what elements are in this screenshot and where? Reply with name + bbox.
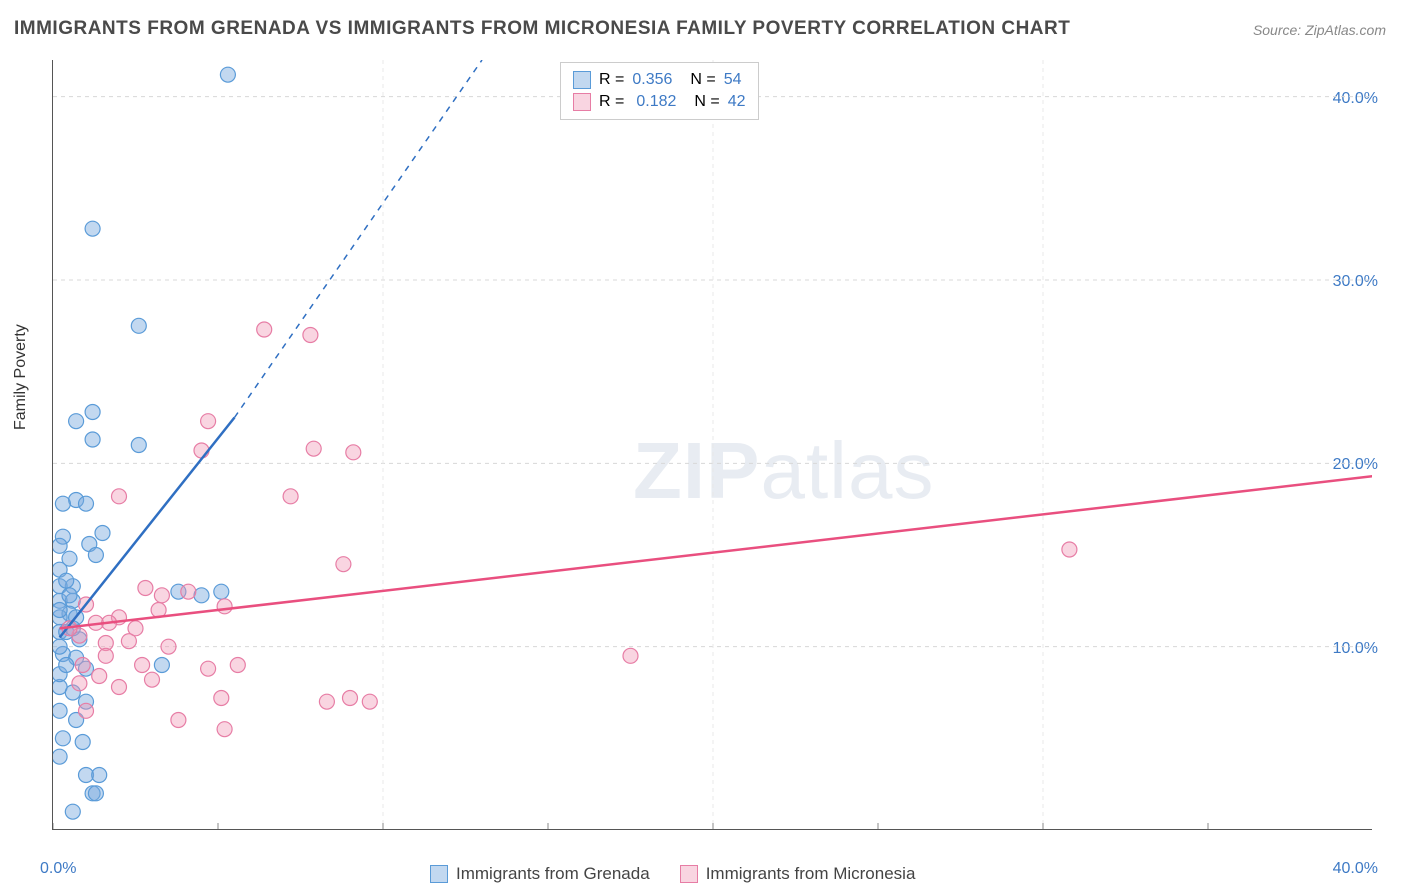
y-axis-label: Family Poverty [12,324,30,430]
x-tick-40: 40.0% [1333,860,1378,878]
chart-title: IMMIGRANTS FROM GRENADA VS IMMIGRANTS FR… [14,18,1070,40]
n-value-grenada: 54 [724,71,742,89]
swatch-micronesia-bottom [680,865,698,883]
x-tick-0: 0.0% [40,860,76,878]
series-legend: Immigrants from Grenada Immigrants from … [430,864,915,884]
swatch-grenada-bottom [430,865,448,883]
correlation-legend: R = 0.356 N = 54 R = 0.182 N = 42 [560,62,759,120]
chart-container: IMMIGRANTS FROM GRENADA VS IMMIGRANTS FR… [0,0,1406,892]
r-value-grenada: 0.356 [632,71,672,89]
r-value-micronesia: 0.182 [636,93,676,111]
n-value-micronesia: 42 [728,93,746,111]
legend-item-micronesia: Immigrants from Micronesia [680,864,916,884]
scatter-svg [53,60,1372,829]
swatch-grenada [573,71,591,89]
swatch-micronesia [573,93,591,111]
legend-item-grenada: Immigrants from Grenada [430,864,650,884]
legend-row-grenada: R = 0.356 N = 54 [573,69,746,91]
source-label: Source: ZipAtlas.com [1253,22,1386,38]
legend-row-micronesia: R = 0.182 N = 42 [573,91,746,113]
plot-area: ZIPatlas [52,60,1372,830]
